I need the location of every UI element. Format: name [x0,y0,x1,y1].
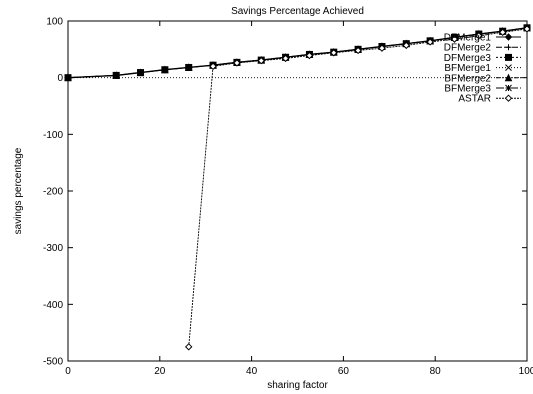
data-point-bfmerge3 [137,69,144,76]
data-point-astar [378,44,386,52]
legend-item-dfmerge2: DFMerge2 [444,43,521,54]
legend-label-dfmerge1: DFMerge1 [444,33,492,44]
chart-title: Savings Percentage Achieved [231,6,364,17]
y-tick-label: -100 [43,130,63,141]
series-astar [185,25,531,351]
data-point-bfmerge3 [64,74,72,82]
legend-label-bfmerge1: BFMerge1 [444,63,491,74]
data-point-astar [305,51,314,60]
x-tick-label: 100 [519,366,533,377]
y-tick-label: -200 [43,187,63,198]
legend-label-dfmerge2: DFMerge2 [444,43,492,54]
data-point-astar [402,41,410,50]
legend-marker-bfmerge2 [504,73,513,82]
series-layer [64,23,531,351]
legend-label-bfmerge2: BFMerge2 [444,73,491,84]
data-point-astar [257,56,265,65]
legend-label-bfmerge3: BFMerge3 [444,84,491,95]
legend-marker-astar [504,94,513,102]
legend-label-astar: ASTAR [458,94,491,105]
x-tick-label: 60 [338,366,350,377]
axes: 0 20 40 60 80 100 100 0 -100 -200 -300 -400 -500 [43,17,533,378]
x-tick-label: 80 [430,366,442,377]
data-point-astar [281,54,290,63]
y-tick-label: -500 [43,357,63,368]
legend-item-bfmerge2: BFMerge2 [444,73,521,84]
y-axis-label: savings percentage [13,147,24,234]
legend-marker-dfmerge1 [504,33,513,41]
legend-marker-bfmerge1 [505,64,512,71]
legend-item-dfmerge1: DFMerge1 [444,33,521,44]
data-point-bfmerge3 [112,72,120,79]
data-point-astar [233,59,241,67]
data-point-astar [209,62,217,71]
data-point-bfmerge3 [185,64,193,71]
data-point-bfmerge3 [161,66,169,74]
legend-marker-dfmerge3 [505,53,512,61]
data-point-astar [498,28,507,37]
x-axis-label: sharing factor [267,380,328,391]
legend-marker-dfmerge2 [505,44,512,51]
data-point-astar [185,343,193,351]
data-point-astar [475,32,483,40]
data-point-astar [330,49,338,57]
legend-label-dfmerge3: DFMerge3 [444,53,492,64]
data-point-astar [450,35,459,43]
x-tick-label: 20 [154,366,166,377]
data-point-astar [426,38,434,46]
y-tick-label: 0 [57,73,63,84]
x-tick-label: 40 [246,366,258,377]
legend-item-bfmerge1: BFMerge1 [444,63,521,74]
x-tick-label: 0 [65,366,71,377]
legend-marker-bfmerge3 [505,84,512,92]
y-tick-label: -300 [43,243,63,254]
y-tick-label: 100 [46,17,63,28]
y-tick-label: -400 [43,300,63,311]
legend-item-astar: ASTAR [458,94,521,105]
legend-item-bfmerge3: BFMerge3 [444,84,521,95]
data-point-astar [354,46,362,55]
legend: DFMerge1DFMerge2DFMerge3BFMerge1BFMerge2… [444,33,521,105]
legend-item-dfmerge3: DFMerge3 [444,53,521,64]
data-point-astar [523,25,531,33]
